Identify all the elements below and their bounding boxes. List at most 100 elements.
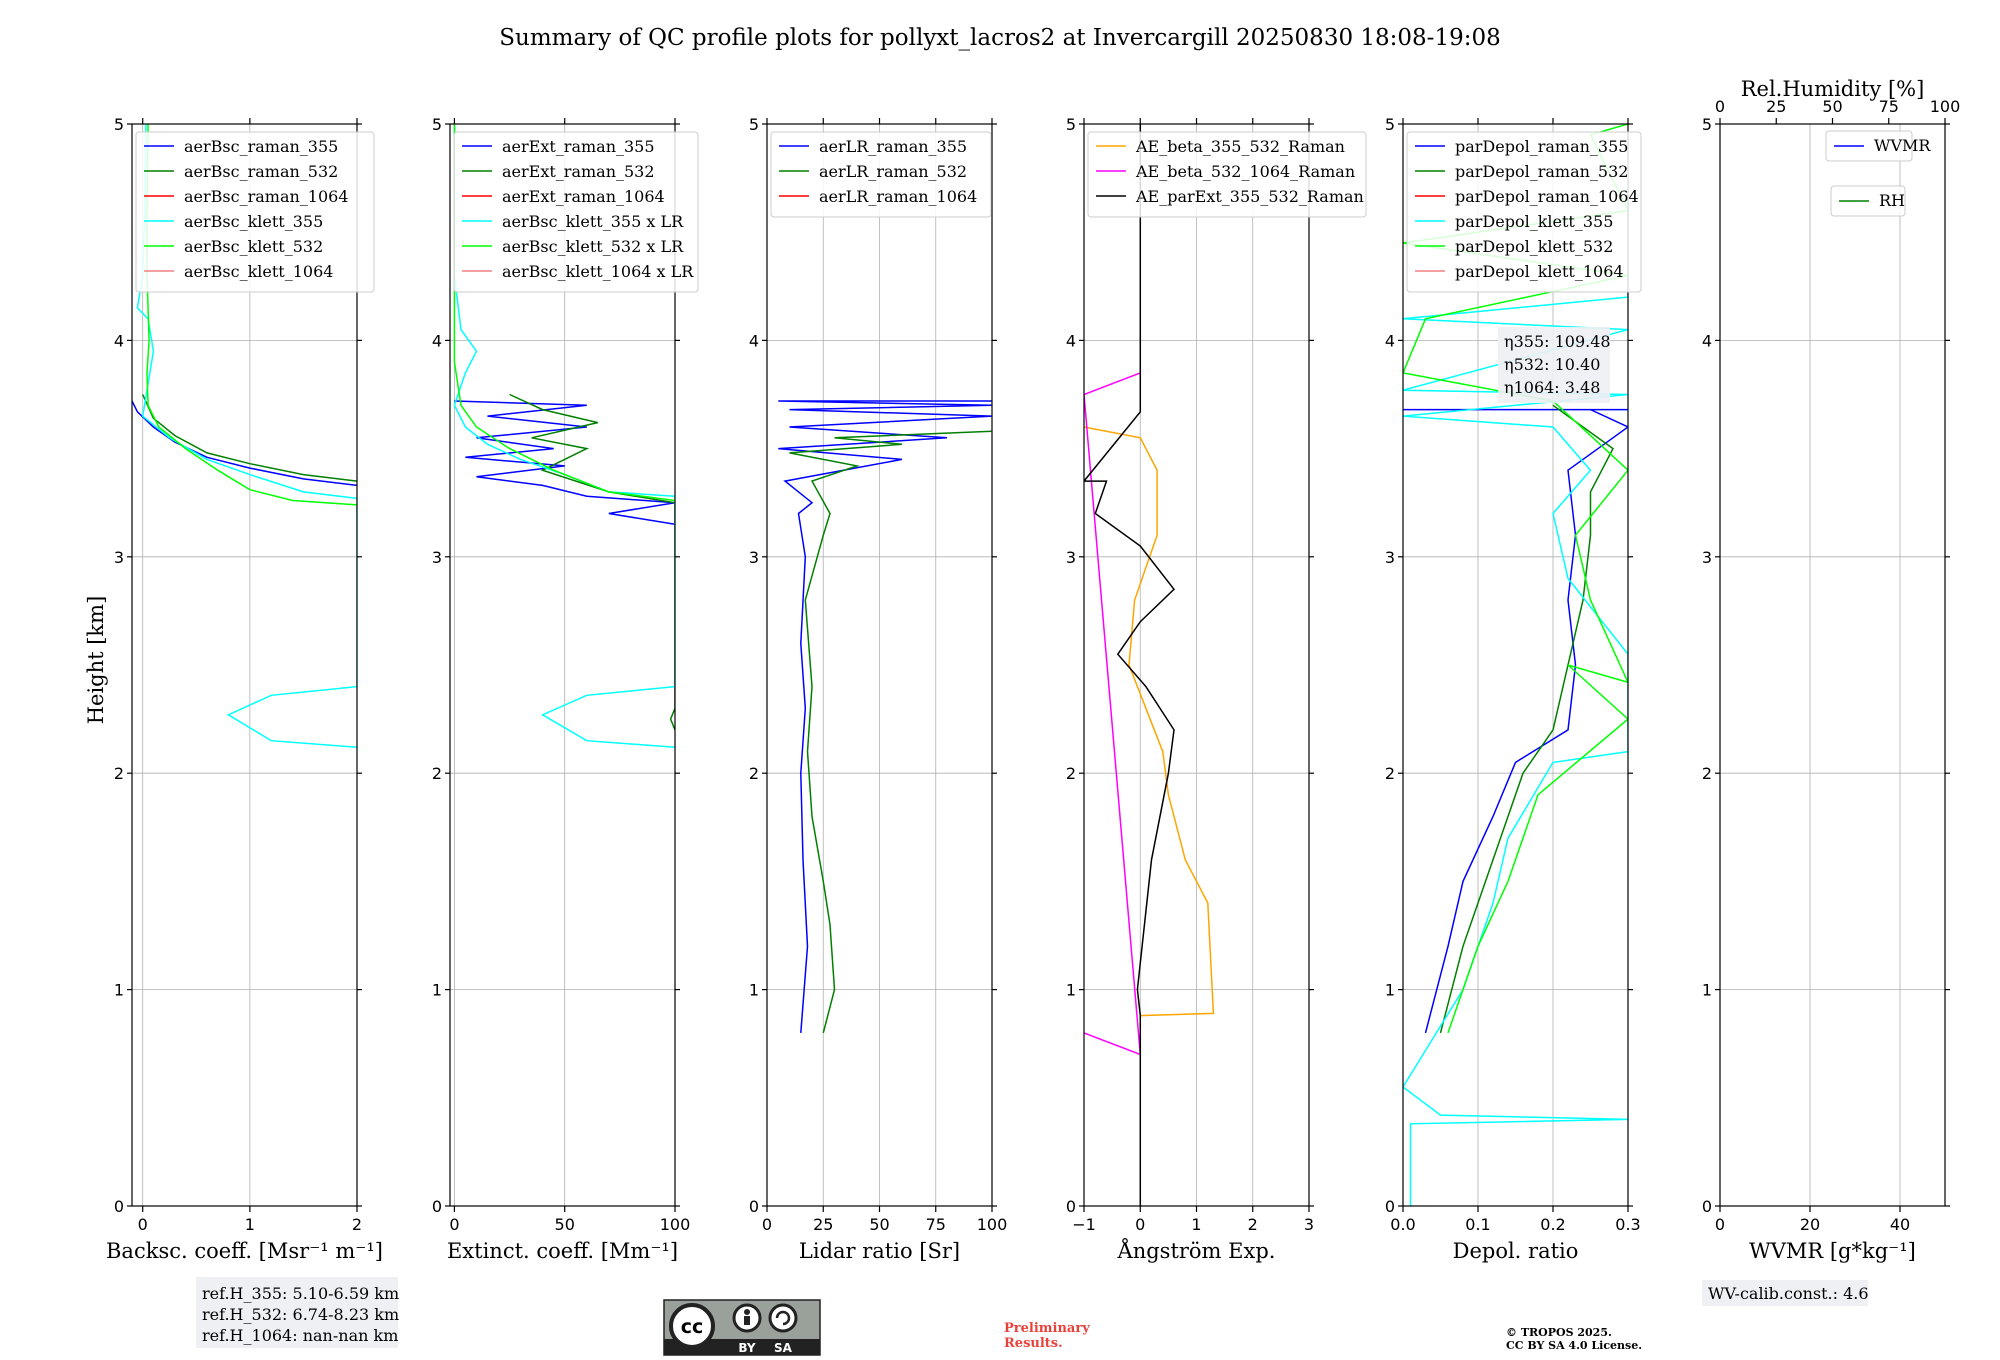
y-tick-label: 2 [432, 764, 442, 783]
x2-tick-label: 50 [1822, 97, 1842, 116]
y-tick-label: 1 [432, 981, 442, 1000]
x-axis-label: Depol. ratio [1453, 1239, 1579, 1263]
legend-label: aerLR_raman_532 [819, 162, 967, 181]
legend-label: AE_parExt_355_532_Raman [1135, 187, 1364, 206]
series-group [778, 400, 992, 1034]
legend-label: AE_beta_532_1064_Raman [1135, 162, 1355, 181]
y-tick-label: 1 [114, 981, 124, 1000]
y-tick-label: 2 [1066, 764, 1076, 783]
axes-frame [1402, 123, 1629, 1207]
x-tick-label: −1 [1072, 1215, 1096, 1234]
x-tick-label: 2 [352, 1215, 362, 1234]
axes-frame [1719, 123, 1946, 1207]
x-tick-label: 0.1 [1465, 1215, 1490, 1234]
y-tick-label: 2 [749, 764, 759, 783]
legend-box [770, 131, 992, 218]
series-line-aerExt_raman_355 [454, 400, 675, 526]
y-tick-label: 5 [1702, 115, 1712, 134]
series-line-aerBsc_raman_532 [142, 394, 357, 482]
cc-icon [669, 1303, 715, 1349]
y-tick-label: 5 [749, 115, 759, 134]
y-tick-label: 5 [432, 115, 442, 134]
ref-height-532: ref.H_532: 6.74-8.23 km [202, 1305, 399, 1324]
y-tick-label: 0 [1385, 1197, 1395, 1216]
y-tick-label: 4 [114, 331, 124, 350]
legend-box [453, 131, 699, 293]
x-tick-label: 20 [1800, 1215, 1820, 1234]
eta-annotation-box [1498, 327, 1610, 403]
x-axis-label: Backsc. coeff. [Msr⁻¹ m⁻¹] [106, 1239, 383, 1263]
y-tick-label: 0 [749, 1197, 759, 1216]
x-tick-label: 1 [1191, 1215, 1201, 1234]
legend-label: aerLR_raman_355 [819, 137, 967, 156]
x-axis-label: Ångström Exp. [1117, 1238, 1276, 1263]
legend-box [135, 131, 375, 293]
y-tick-label: 4 [1385, 331, 1395, 350]
x-tick-label: 25 [813, 1215, 833, 1234]
x-axis-label: Lidar ratio [Sr] [799, 1239, 960, 1263]
eta-annotation-line: η355: 109.48 [1504, 332, 1611, 351]
legend-label: aerLR_raman_1064 [819, 187, 977, 206]
x-tick-label: 100 [660, 1215, 691, 1234]
legend-box [1406, 131, 1642, 293]
legend-label: aerBsc_klett_355 x LR [502, 212, 684, 231]
y-tick-label: 4 [1066, 331, 1076, 350]
legend-label: WVMR [1874, 136, 1931, 155]
legend-label: AE_beta_355_532_Raman [1135, 137, 1345, 156]
legend-label: parDepol_klett_532 [1455, 237, 1613, 256]
by-label: BY [738, 1341, 755, 1355]
ref-heights-background [196, 1277, 398, 1348]
y-tick-label: 3 [114, 548, 124, 567]
y-tick-label: 4 [749, 331, 759, 350]
y-tick-label: 1 [1385, 981, 1395, 1000]
series-line-aerBsc_klett_355 [136, 124, 357, 748]
x2-tick-label: 0 [1715, 97, 1725, 116]
ref-heights-box: ref.H_355: 5.10-6.59 km ref.H_532: 6.74-… [196, 1277, 399, 1348]
x2-tick-label: 100 [1930, 97, 1961, 116]
series-line-AE_parExt_355_532_Raman [1084, 124, 1176, 1206]
sa-label: SA [774, 1341, 793, 1355]
eta-annotation-line: η1064: 3.48 [1504, 378, 1600, 397]
x2-tick-label: 25 [1766, 97, 1786, 116]
axes-frame [449, 123, 676, 1207]
series-line-AE_beta_532_1064_Raman [1084, 372, 1142, 1056]
y-tick-label: 5 [1385, 115, 1395, 134]
legend-label: parDepol_klett_355 [1455, 212, 1613, 231]
x-tick-label: 100 [977, 1215, 1008, 1234]
legend-label: aerExt_raman_532 [502, 162, 655, 181]
series-line-parDepol_klett_355 [1403, 188, 1628, 1206]
legend-label: parDepol_klett_1064 [1455, 262, 1624, 281]
series-line-aerExt_raman_532 [509, 393, 675, 731]
y-tick-label: 0 [1702, 1197, 1712, 1216]
legend-label: aerExt_raman_1064 [502, 187, 665, 206]
y-tick-label: 5 [1066, 115, 1076, 134]
x-tick-label: 1 [245, 1215, 255, 1234]
x-axis-label: Extinct. coeff. [Mm⁻¹] [447, 1239, 678, 1263]
x-tick-label: 50 [869, 1215, 889, 1234]
x-tick-label: 0.0 [1390, 1215, 1415, 1234]
legend-box [1825, 130, 1913, 162]
y-tick-label: 3 [1066, 548, 1076, 567]
ref-height-1064: ref.H_1064: nan-nan km [202, 1326, 398, 1345]
y-tick-label: 2 [1385, 764, 1395, 783]
y-tick-label: 1 [1702, 981, 1712, 1000]
x-tick-label: 0 [138, 1215, 148, 1234]
series-line-AE_beta_355_532_Raman [1084, 426, 1215, 1017]
axes-frame [131, 123, 358, 1207]
share-alike-icon [768, 1303, 798, 1333]
y-tick-label: 4 [1702, 331, 1712, 350]
series-line-aerLR_raman_532 [789, 430, 992, 1034]
ref-height-355: ref.H_355: 5.10-6.59 km [202, 1284, 399, 1303]
wv-calib-text: WV-calib.const.: 4.6 [1708, 1284, 1869, 1303]
legend-label: RH [1879, 191, 1905, 210]
panel-5: 0 1 2 3 4 5 0.0 0.1 0.2 0.3 Depol. ratio parDepol_r… [1385, 115, 1642, 1263]
preliminary-line2: Results. [1004, 1336, 1063, 1351]
y-axis-label: Height [km] [84, 596, 108, 725]
y-tick-label: 3 [1702, 548, 1712, 567]
legend-label: aerBsc_klett_532 [184, 237, 323, 256]
x-tick-label: 0 [1135, 1215, 1145, 1234]
